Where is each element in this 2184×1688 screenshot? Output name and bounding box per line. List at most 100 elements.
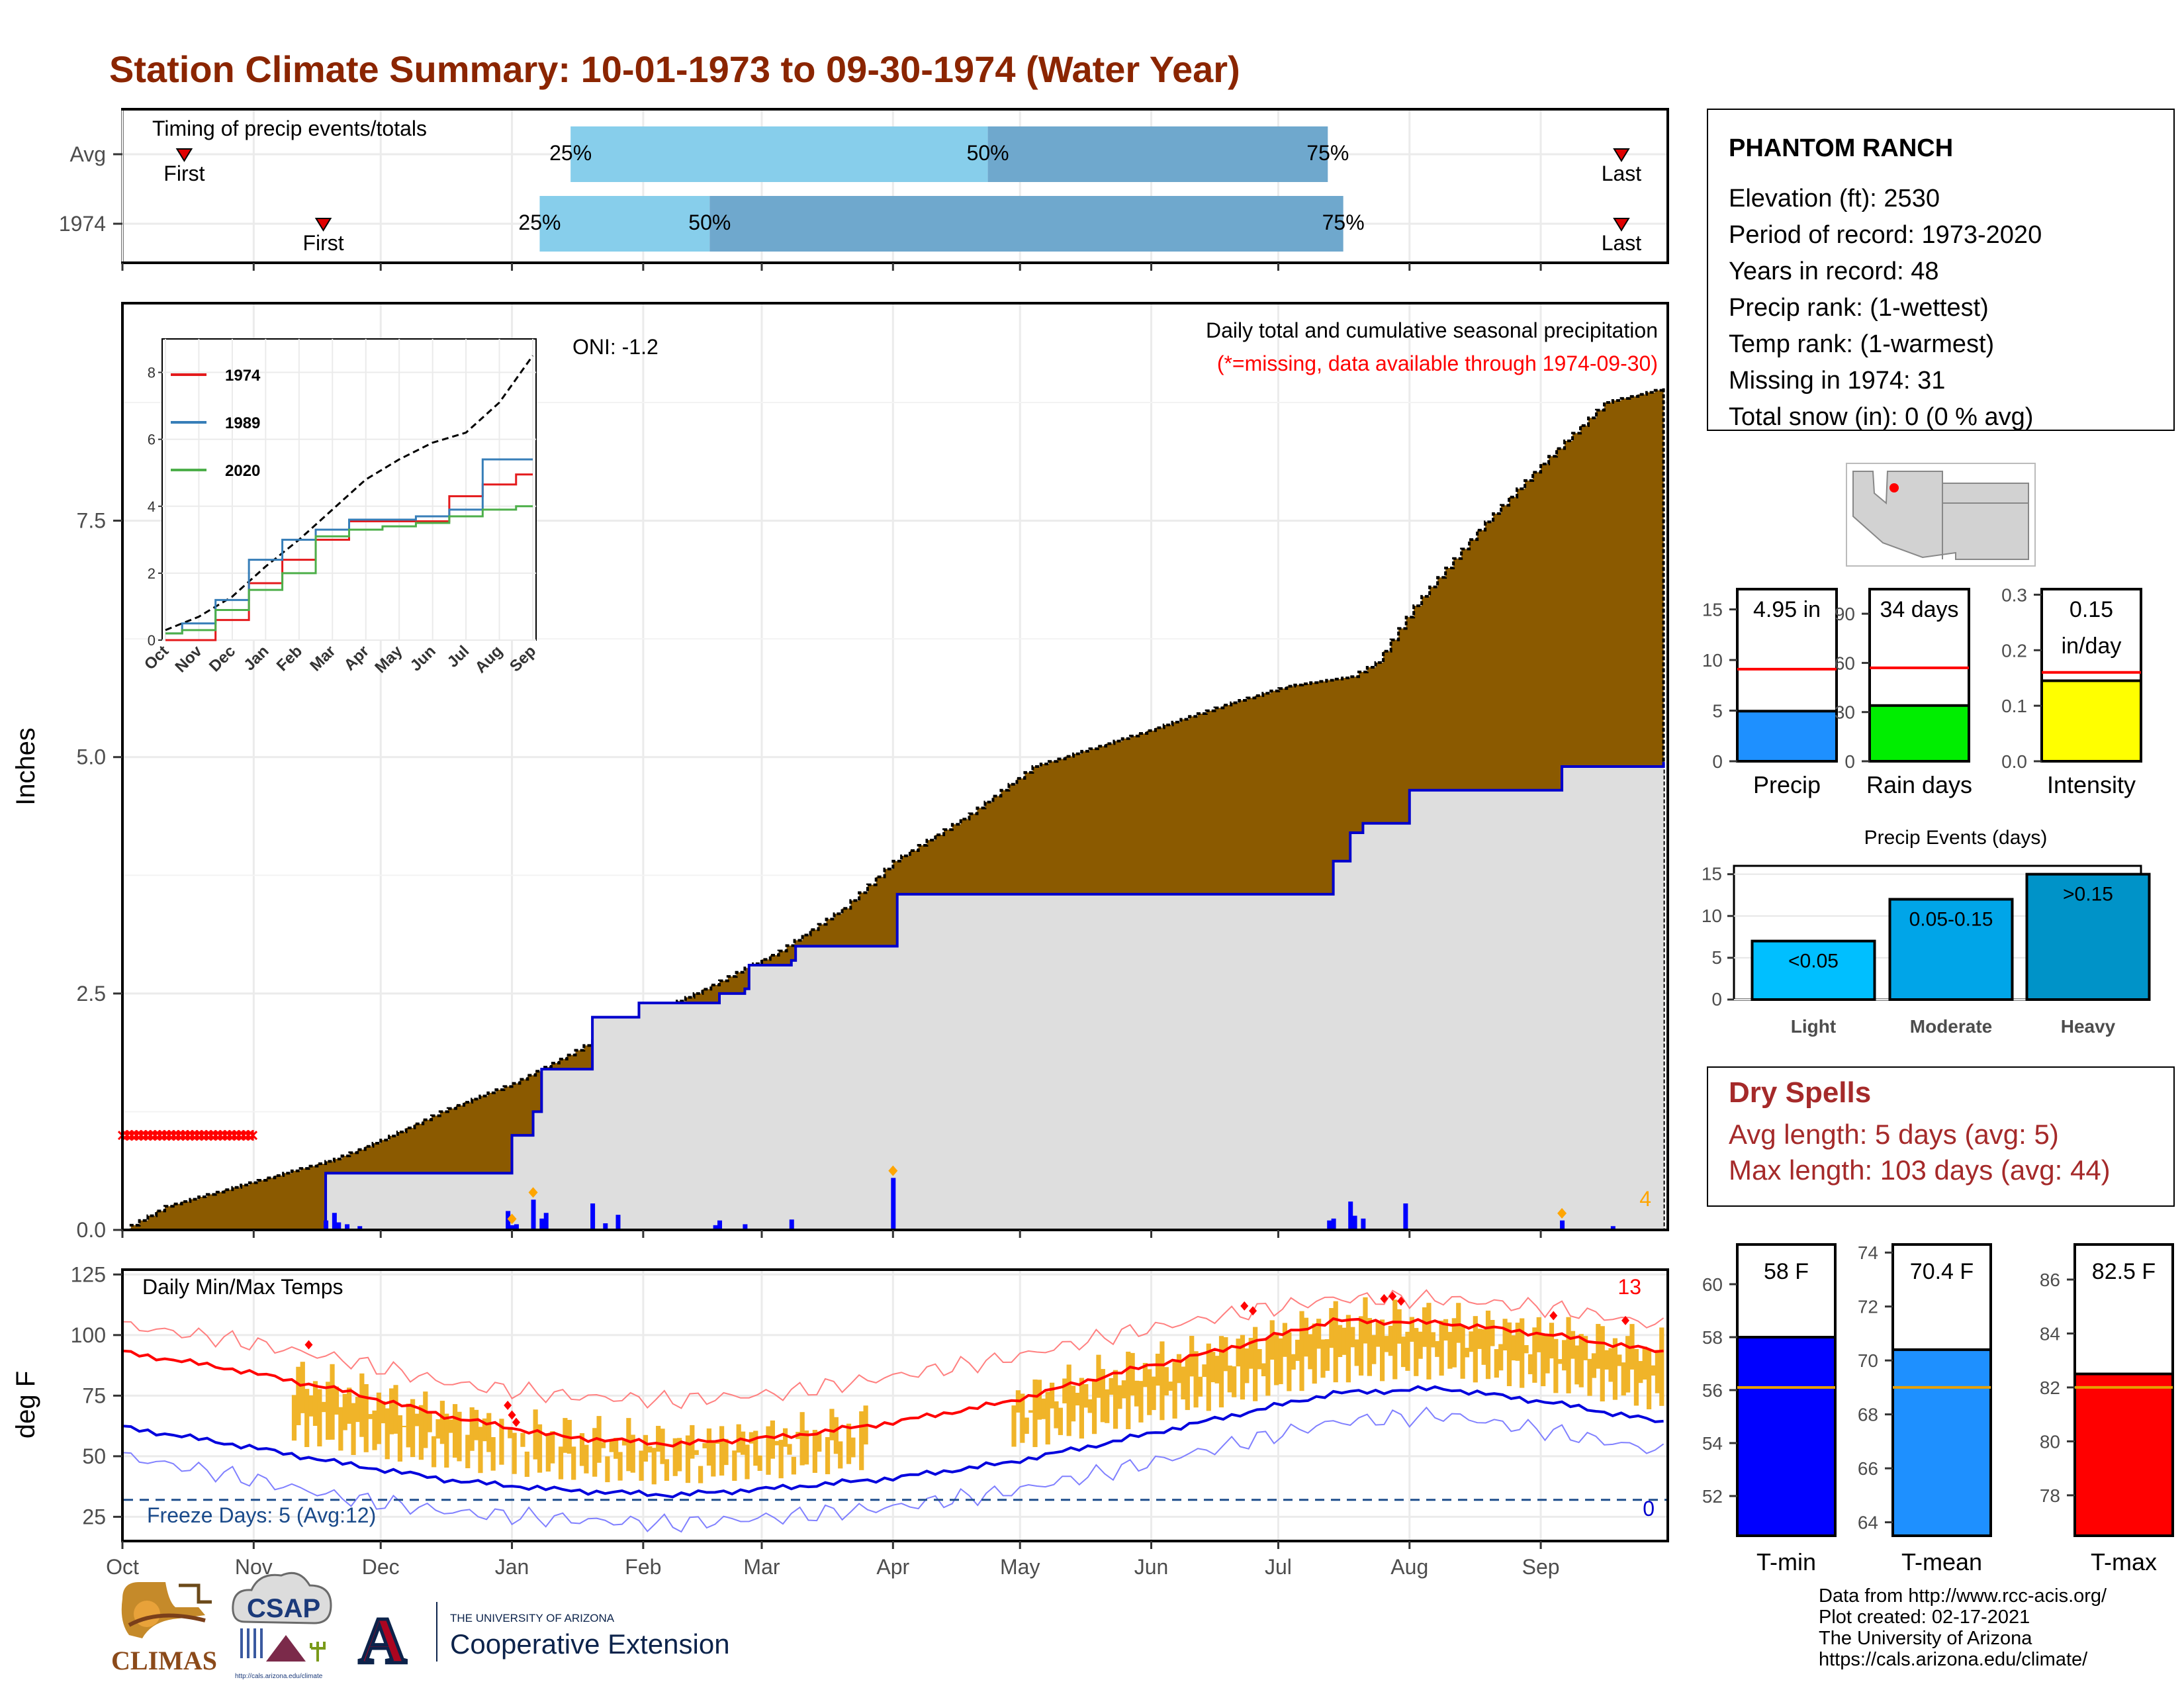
daily-precip-bar xyxy=(1348,1201,1353,1230)
daily-temp-bar xyxy=(1435,1340,1440,1357)
daily-temp-bar xyxy=(1181,1366,1186,1400)
daily-temp-bar xyxy=(351,1403,356,1456)
daily-temp-bar xyxy=(418,1405,424,1460)
stat-y-tick-label: 5 xyxy=(1712,701,1723,722)
daily-temp-bar xyxy=(347,1387,352,1424)
daily-temp-bar xyxy=(838,1441,843,1469)
precip-panel-title: Daily total and cumulative seasonal prec… xyxy=(1206,318,1658,342)
inset-y-tick-label: 8 xyxy=(148,365,156,381)
station-info-line: Elevation (ft): 2530 xyxy=(1729,185,1940,212)
csap-rain-icon xyxy=(240,1628,263,1658)
temp-value-label: 58 F xyxy=(1764,1259,1809,1284)
daily-temp-bar xyxy=(1269,1320,1275,1360)
events-category-label: Moderate xyxy=(1910,1016,1992,1037)
temp-y-tick-label: 80 xyxy=(2040,1431,2060,1452)
temp-y-tick-label: 72 xyxy=(1858,1297,1878,1317)
daily-temp-bar xyxy=(1485,1310,1491,1380)
daily-temp-bar xyxy=(499,1419,504,1465)
inset-legend-label: 1989 xyxy=(225,414,260,432)
record-tmax-line xyxy=(122,1289,1664,1409)
daily-temp-bar xyxy=(1642,1346,1647,1380)
events-bar-label: >0.15 xyxy=(2063,884,2113,906)
daily-temp-bar xyxy=(545,1433,551,1472)
stat-y-tick-label: 0 xyxy=(1844,751,1855,772)
timing-q50-label: 50% xyxy=(688,211,731,234)
inset-line-1989 xyxy=(165,458,533,635)
temps-high-count: 13 xyxy=(1617,1275,1641,1299)
precip-events: Precip Events (days) 0 5 10 15 <0.05 Light 0.0… xyxy=(1702,827,2151,1037)
daily-temp-bar xyxy=(1197,1376,1203,1397)
daily-temp-bar xyxy=(1126,1351,1131,1430)
station-info-line: Missing in 1974: 31 xyxy=(1729,367,1945,395)
stat-y-tick-label: 10 xyxy=(1702,650,1723,671)
daily-temp-bar xyxy=(1456,1303,1461,1343)
temp-y-tick-label: 54 xyxy=(1702,1433,1723,1454)
daily-temp-bar xyxy=(1659,1327,1664,1406)
daily-temp-bar xyxy=(1070,1385,1076,1422)
daily-precip-bar xyxy=(615,1215,621,1230)
csap-logo: CSAP http://cals.arizona.edu/climate xyxy=(232,1571,332,1680)
events-category-label: Light xyxy=(1791,1016,1836,1037)
footer-credit-line: https://cals.arizona.edu/climate/ xyxy=(1819,1649,2088,1670)
daily-temp-bar xyxy=(617,1452,623,1481)
record-high-marker-icon xyxy=(504,1401,512,1410)
daily-temp-bar xyxy=(1020,1393,1025,1443)
daily-temp-bar xyxy=(1655,1350,1661,1393)
temp-y-tick-label: 68 xyxy=(1858,1405,1878,1425)
daily-temp-bar xyxy=(1083,1383,1089,1408)
daily-temp-bar xyxy=(1460,1325,1465,1379)
daily-temp-bar xyxy=(1185,1356,1190,1411)
first-marker-icon xyxy=(175,148,193,162)
daily-temp-bar xyxy=(753,1430,758,1466)
daily-temp-bar xyxy=(600,1442,606,1448)
temp-panel-label: T-max xyxy=(2091,1548,2157,1575)
timing-bars: 25% 50% 75% First Last 25% 50% 75% First Last xyxy=(163,126,1641,255)
daily-temp-bar xyxy=(1439,1321,1444,1376)
daily-temp-bar xyxy=(1041,1398,1046,1419)
footer-credit-line: Plot created: 02-17-2021 xyxy=(1819,1607,2030,1628)
footer-credit-line: The University of Arizona xyxy=(1819,1628,2032,1649)
daily-temp-bar xyxy=(1147,1369,1152,1415)
daily-temp-bar xyxy=(291,1395,297,1441)
temp-panel-label: T-mean xyxy=(1901,1548,1982,1575)
daily-temp-bar xyxy=(621,1439,627,1446)
daily-temp-bar xyxy=(626,1418,631,1472)
stat-panel-rain-days: 34 days 0 30 60 90 Rain days xyxy=(1835,588,1972,798)
station-info-line: Years in record: 48 xyxy=(1729,258,1939,285)
daily-temp-bar xyxy=(1278,1338,1283,1384)
stat-y-tick-label: 0.2 xyxy=(2001,640,2027,661)
footer: CLIMAS CSAP http://cals.arizona.edu/clim… xyxy=(111,1571,2107,1680)
daily-temp-bar xyxy=(1312,1323,1317,1384)
stat-value-bar xyxy=(2040,679,2142,763)
daily-temp-bar xyxy=(1379,1319,1385,1382)
daily-temp-bar xyxy=(469,1407,475,1451)
daily-temp-bar xyxy=(1142,1362,1148,1387)
daily-temp-bar xyxy=(782,1428,788,1447)
daily-precip-bar xyxy=(506,1211,511,1230)
daily-temp-bar xyxy=(1058,1407,1063,1435)
daily-temp-bar xyxy=(1447,1332,1453,1369)
daily-temp-bar xyxy=(1210,1352,1216,1383)
daily-temp-bar xyxy=(1574,1345,1580,1385)
daily-temp-bar xyxy=(457,1411,462,1462)
timing-q50-label: 50% xyxy=(967,141,1009,165)
daily-temp-bar xyxy=(448,1419,453,1433)
daily-temp-bar xyxy=(1282,1323,1288,1357)
daily-temp-bar xyxy=(711,1442,716,1477)
daily-temp-bar xyxy=(647,1446,653,1453)
daily-temp-bar xyxy=(850,1437,856,1458)
daily-temp-bar xyxy=(304,1389,310,1448)
station-lines: Elevation (ft): 2530 Period of record: 19… xyxy=(1729,185,2042,431)
timing-title: Timing of precip events/totals xyxy=(152,117,427,140)
daily-precip-bar xyxy=(357,1226,363,1230)
daily-temp-bar xyxy=(1578,1334,1584,1387)
daily-temp-bar xyxy=(817,1431,822,1452)
daily-temp-bar xyxy=(1443,1319,1449,1341)
daily-precip-bar xyxy=(891,1178,896,1230)
daily-temp-bar xyxy=(1511,1335,1516,1361)
last-marker-icon xyxy=(1613,218,1630,232)
daily-temp-bar xyxy=(1011,1405,1017,1447)
avg-tmin-line xyxy=(122,1385,1664,1499)
daily-precip-bar xyxy=(1403,1203,1408,1230)
daily-temp-bar xyxy=(1600,1326,1605,1402)
